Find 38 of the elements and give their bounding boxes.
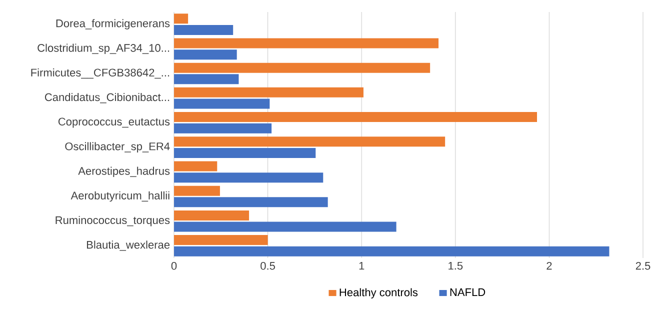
legend-label: NAFLD <box>450 288 486 296</box>
bar <box>174 197 328 208</box>
x-tick-label: 2 <box>546 262 552 270</box>
y-tick-label: Coprococcus_eutactus <box>58 118 170 128</box>
y-tick-label: Firmicutes__CFGB38642_... <box>31 68 170 79</box>
legend-label: Healthy controls <box>340 288 418 298</box>
bar <box>174 186 220 196</box>
y-tick-label: Dorea_formicigenerans <box>56 19 170 30</box>
bar <box>174 24 234 35</box>
bar <box>174 222 396 232</box>
bar <box>174 62 430 73</box>
x-tick-label: 1.5 <box>448 262 463 270</box>
y-tick-label: Blautia_wexlerae <box>86 240 170 251</box>
bar <box>174 38 439 48</box>
bar <box>174 210 250 220</box>
x-tick-label: 0 <box>171 262 177 270</box>
bar <box>174 50 237 60</box>
bar <box>174 74 239 84</box>
bar <box>174 148 316 158</box>
bar <box>174 235 268 246</box>
y-tick-label: Oscillibacter_sp_ER4 <box>65 142 170 152</box>
bar <box>174 87 364 98</box>
bar <box>174 98 270 109</box>
bar <box>174 246 610 256</box>
y-tick-label: Ruminococcus_torques <box>56 216 170 226</box>
y-tick-label: Candidatus_Cibionibact... <box>44 93 170 104</box>
x-tick-label: 0.5 <box>260 262 275 270</box>
y-tick-label: Aerostipes_hadrus <box>78 166 170 178</box>
x-tick-label: 1 <box>359 262 364 270</box>
bar <box>174 136 446 147</box>
y-tick-label: Aerobutyricum_hallii <box>70 191 170 202</box>
y-tick-label: Clostridium_sp_AF34_10... <box>38 44 170 54</box>
bar <box>174 14 188 24</box>
bar <box>174 161 218 172</box>
bar <box>174 123 272 134</box>
bar <box>174 172 324 183</box>
x-tick-label: 2.5 <box>636 262 650 270</box>
bar <box>174 112 538 122</box>
